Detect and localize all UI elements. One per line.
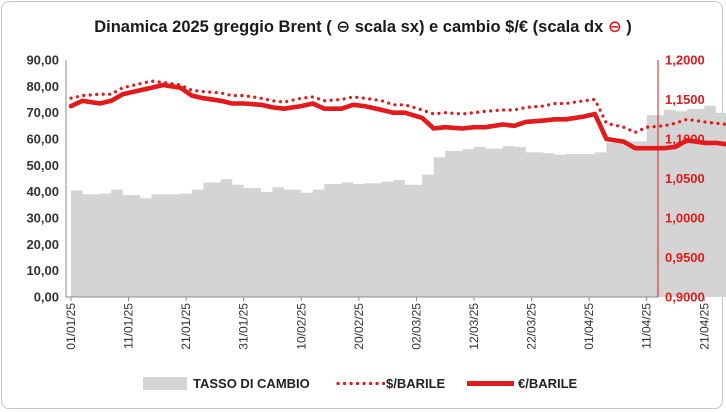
series-line-eur-barrel: [68, 82, 726, 151]
title-middle: scala sx) e cambio $/€ (scala dx: [355, 18, 608, 36]
y-tick-label-left: 70,00: [26, 105, 59, 120]
y-tick-label-left: 40,00: [26, 184, 59, 199]
x-tick-label: 22/03/25: [525, 303, 539, 350]
x-tick-label: 11/04/25: [640, 303, 654, 349]
x-tick-label: 20/02/25: [352, 303, 366, 350]
right-arrow-icon: ⊖: [608, 18, 622, 36]
title-suffix: ): [626, 18, 632, 36]
y-tick-label-right: 1,1000: [665, 132, 705, 147]
y-tick-label-right: 0,9500: [665, 250, 705, 265]
left-arrow-icon: ⊖: [336, 18, 350, 36]
legend-swatch-exchange-rate: [143, 377, 187, 390]
y-tick-label-right: 0,9000: [665, 290, 705, 305]
y-tick-label-left: 30,00: [26, 211, 59, 226]
x-axis-labels: 01/01/25 11/01/25 21/01/25 31/01/25 10/02/25…: [64, 303, 711, 350]
legend-label-usd-barrel: $/BARILE: [386, 376, 446, 391]
y-tick-label-right: 1,0500: [665, 171, 705, 186]
y-tick-label-left: 20,00: [26, 237, 59, 252]
y-tick-label-left: 60,00: [26, 132, 59, 147]
y-tick-label-right: 1,0000: [665, 211, 705, 226]
title-prefix: Dinamica 2025 greggio Brent (: [94, 18, 332, 36]
x-tick-label: 21/01/25: [179, 303, 193, 350]
y-tick-label-left: 50,00: [26, 158, 59, 173]
y-tick-label-left: 80,00: [26, 79, 59, 94]
legend: TASSO DI CAMBIO $/BARILE €/BARILE: [143, 376, 578, 391]
legend-label-exchange-rate: TASSO DI CAMBIO: [193, 376, 310, 391]
x-tick-label: 02/03/25: [409, 303, 423, 350]
legend-label-eur-barrel: €/BARILE: [518, 376, 578, 391]
y-axis-right-labels: 0,9000 0,9500 1,0000 1,0500 1,1000 1,1500 1,20…: [665, 53, 705, 305]
axes: [65, 60, 705, 301]
series-line-usd-barrel: [69, 79, 726, 134]
series-area-exchange-rate: [71, 105, 726, 297]
y-tick-label-right: 1,2000: [665, 53, 705, 68]
y-axis-left-labels: 0,00 10,00 20,00 30,00 40,00 50,00 60,00 70,00 8…: [26, 53, 59, 305]
x-tick-label: 31/01/25: [237, 303, 251, 350]
x-tick-label: 10/02/25: [294, 303, 308, 350]
x-tick-label: 01/04/25: [582, 303, 596, 350]
exchange-rate-area: [71, 105, 726, 297]
x-tick-label: 11/01/25: [122, 303, 136, 349]
x-tick-label: 12/03/25: [467, 303, 481, 350]
price-lines: [68, 79, 726, 151]
y-tick-label-right: 1,1500: [665, 92, 705, 107]
chart-title: Dinamica 2025 greggio Brent ( ⊖ scala sx…: [94, 18, 632, 36]
x-tick-label: 21/04/25: [697, 303, 711, 350]
y-tick-label-left: 90,00: [26, 53, 59, 68]
y-tick-label-left: 0,00: [34, 290, 59, 305]
y-tick-label-left: 10,00: [26, 263, 59, 278]
x-tick-label: 01/01/25: [64, 303, 78, 350]
